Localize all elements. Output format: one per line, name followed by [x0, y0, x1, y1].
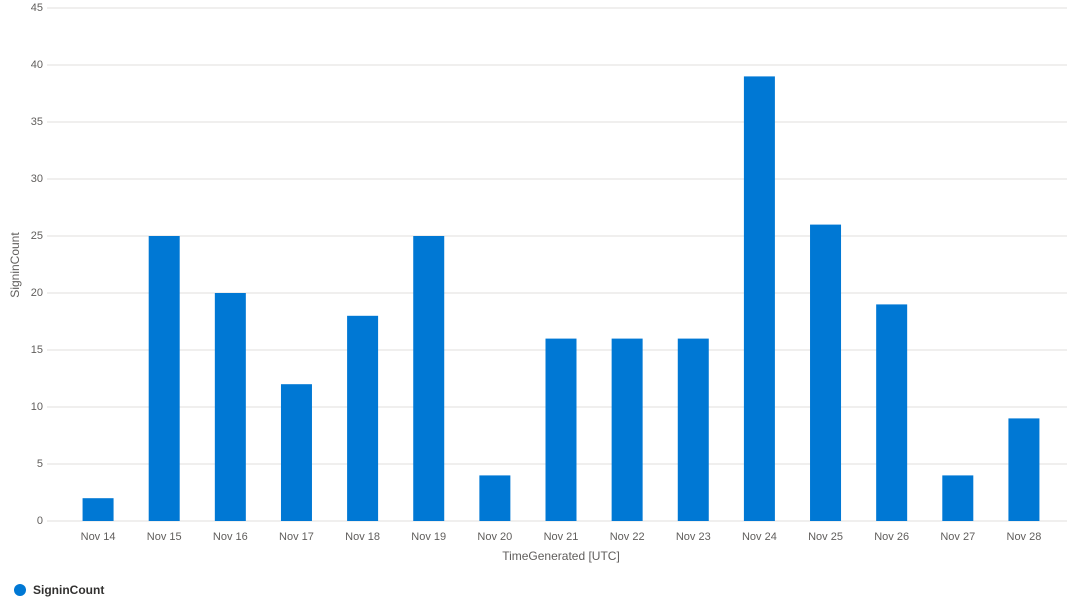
bar: [347, 315, 379, 521]
y-tick-label: 5: [37, 458, 43, 470]
bar: [82, 498, 114, 521]
bar: [479, 475, 511, 521]
x-tick-label: Nov 27: [940, 531, 975, 543]
x-tick-label: Nov 21: [544, 531, 579, 543]
legend-marker: [14, 584, 26, 596]
y-tick-label: 0: [37, 515, 43, 527]
y-tick-label: 45: [31, 2, 43, 14]
legend-label: SigninCount: [33, 583, 104, 597]
x-tick-label: Nov 18: [345, 531, 380, 543]
y-tick-label: 25: [31, 230, 43, 242]
y-tick-label: 30: [31, 173, 43, 185]
x-tick-label: Nov 24: [742, 531, 777, 543]
bar: [942, 475, 974, 521]
x-tick-label: Nov 22: [610, 531, 645, 543]
x-axis-title: TimeGenerated [UTC]: [502, 549, 620, 563]
y-tick-label: 10: [31, 401, 43, 413]
bar: [611, 338, 643, 521]
x-tick-label: Nov 23: [676, 531, 711, 543]
bar: [148, 236, 180, 521]
x-tick-label: Nov 17: [279, 531, 314, 543]
y-tick-label: 35: [31, 116, 43, 128]
y-tick-label: 20: [31, 287, 43, 299]
bar: [545, 338, 577, 521]
x-tick-label: Nov 20: [477, 531, 512, 543]
bar: [677, 338, 709, 521]
y-tick-label: 15: [31, 344, 43, 356]
y-axis-title: SigninCount: [8, 232, 22, 298]
x-tick-label: Nov 14: [81, 531, 116, 543]
x-tick-label: Nov 26: [874, 531, 909, 543]
bar: [1008, 418, 1040, 521]
bar: [214, 293, 246, 521]
bar: [876, 304, 908, 521]
x-tick-label: Nov 25: [808, 531, 843, 543]
x-tick-label: Nov 16: [213, 531, 248, 543]
x-tick-label: Nov 28: [1007, 531, 1042, 543]
bar: [413, 236, 445, 521]
bar: [810, 224, 842, 521]
y-tick-label: 40: [31, 59, 43, 71]
bar: [280, 384, 312, 521]
x-tick-label: Nov 15: [147, 531, 182, 543]
x-tick-label: Nov 19: [411, 531, 446, 543]
bar: [743, 76, 775, 522]
